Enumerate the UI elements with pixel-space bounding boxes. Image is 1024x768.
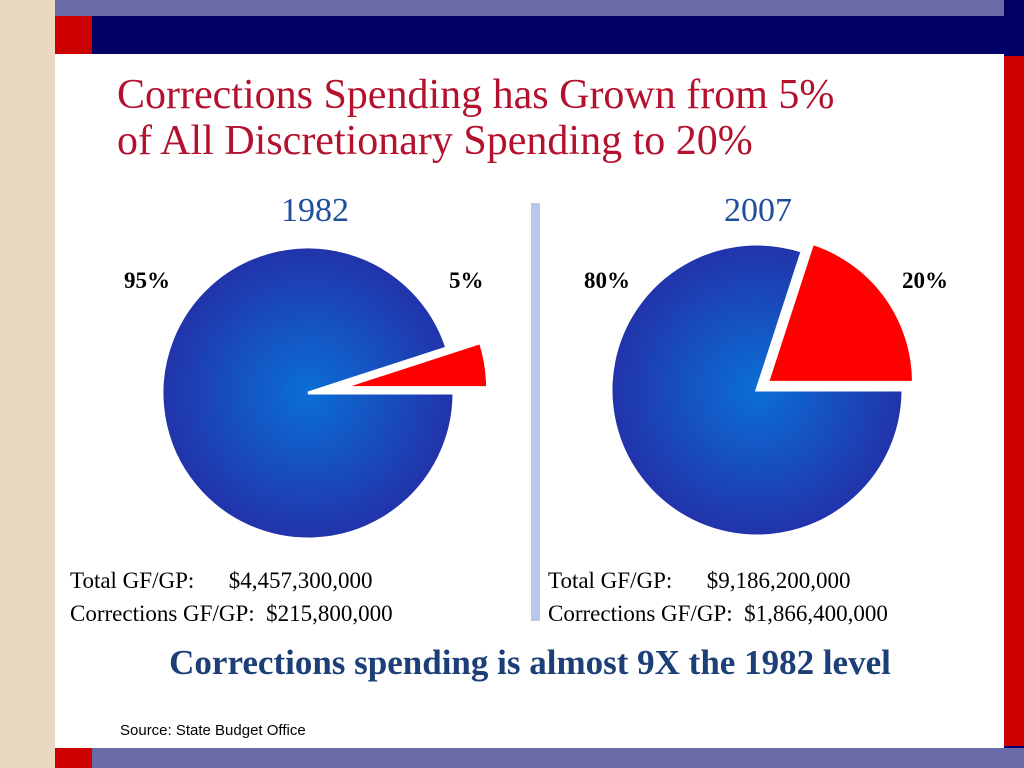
top-decor-bar [55,0,1004,16]
chart-divider [531,203,540,621]
title-line-2: of All Discretionary Spending to 20% [117,118,753,164]
pie-1982 [160,245,490,541]
slide-title: Corrections Spending has Grown from 5% o… [117,72,997,164]
total-label-1982: Total GF/GP: [70,568,195,593]
pie-title-2007: 2007 [724,192,792,229]
pie-slice-corrections [341,340,490,390]
pie-slice-corrections [765,241,916,384]
totals-2007: Total GF/GP: $9,186,200,000 Corrections … [548,564,888,630]
pie-1982-label-corrections: 5% [449,268,484,293]
pie-2007 [609,241,916,538]
pie-slice-other [160,245,456,541]
pie-slice-other [609,242,905,538]
pie-2007-label-corrections: 20% [902,268,948,293]
corrections-value-2007: $1,866,400,000 [744,601,888,626]
totals-1982: Total GF/GP: $4,457,300,000 Corrections … [70,564,393,630]
title-line-1: Corrections Spending has Grown from 5% [117,72,835,118]
pie-2007-label-other: 80% [584,268,630,293]
left-decor-strip [0,0,55,768]
total-value-1982: $4,457,300,000 [228,568,373,593]
pie-title-1982: 1982 [281,192,349,229]
total-label-2007: Total GF/GP: [548,568,673,593]
source-note: Source: State Budget Office [120,722,306,739]
conclusion-text: Corrections spending is almost 9X the 19… [169,643,891,682]
header-navy-bar [92,16,1004,54]
bottom-red-block [55,748,92,768]
bottom-decor-bar [55,748,1024,768]
corner-red-block [55,16,92,54]
corrections-label-1982: Corrections GF/GP: [70,601,255,626]
pie-1982-label-other: 95% [124,268,170,293]
total-value-2007: $9,186,200,000 [706,568,851,593]
right-red-bar [1004,56,1024,746]
corrections-value-1982: $215,800,000 [266,601,393,626]
corrections-label-2007: Corrections GF/GP: [548,601,733,626]
